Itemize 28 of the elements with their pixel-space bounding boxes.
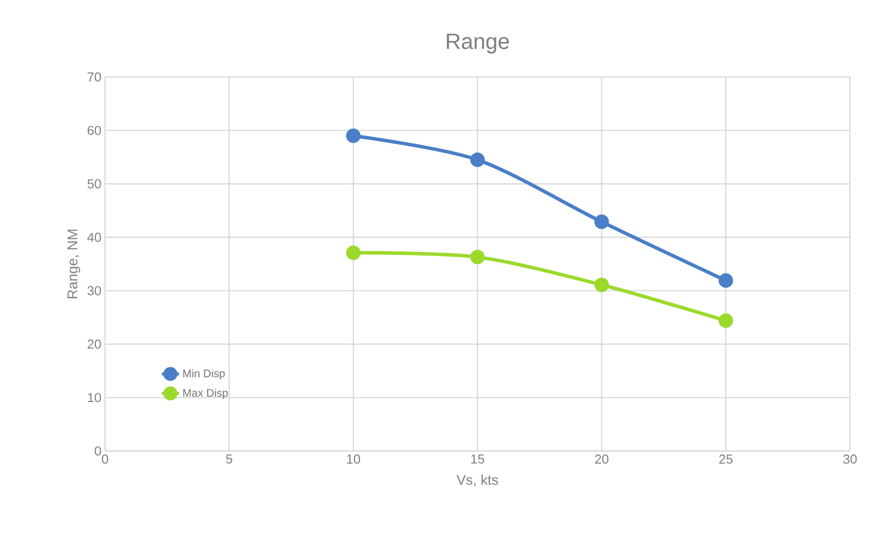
point: [594, 278, 609, 292]
point: [346, 128, 361, 144]
y-tick-label: 20: [88, 340, 101, 349]
point: [594, 214, 609, 230]
y-tick-label: 50: [88, 179, 101, 188]
point: [470, 152, 485, 168]
legend-label: Max Disp: [183, 388, 228, 399]
x-tick-label: 25: [719, 454, 733, 464]
x-tick-label: 20: [595, 454, 608, 464]
y-tick-label: 70: [88, 72, 101, 82]
legend-label: Min Disp: [183, 369, 225, 380]
point: [718, 313, 734, 328]
x-axis-title: Vs, kts: [456, 474, 498, 487]
x-tick-label: 10: [347, 454, 360, 464]
y-tick-label: 0: [94, 446, 101, 456]
y-tick-label: 60: [88, 126, 101, 136]
x-tick-label: 5: [226, 454, 232, 464]
point: [718, 273, 734, 288]
x-tick-label: 15: [471, 454, 484, 464]
chart-title: Range: [446, 34, 509, 54]
x-tick-label: 30: [843, 454, 857, 464]
y-tick-label: 30: [88, 286, 101, 296]
x-tick-label: 0: [102, 454, 108, 464]
point: [346, 246, 361, 260]
y-axis-title: Range, NM: [68, 230, 80, 298]
y-tick-label: 40: [87, 232, 101, 242]
y-tick-label: 10: [88, 392, 101, 402]
point: [470, 250, 485, 264]
